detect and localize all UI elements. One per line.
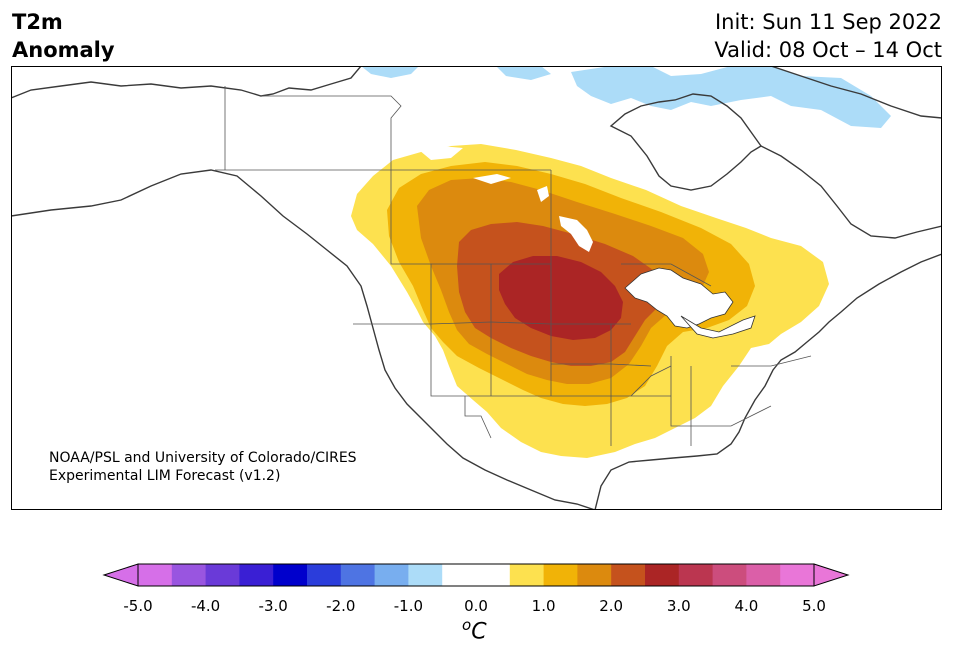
colorbar-segment (712, 564, 747, 586)
political-borders (215, 86, 812, 446)
lakes (419, 146, 756, 339)
coastlines (11, 66, 942, 510)
credit-line-1: NOAA/PSL and University of Colorado/CIRE… (49, 450, 357, 466)
colorbar-segment (138, 564, 173, 586)
colorbar-tick-label: 2.0 (599, 597, 624, 615)
colorbar-segment (273, 564, 308, 586)
colorbar-tick-label: 1.0 (531, 597, 556, 615)
colorbar-segment (408, 564, 443, 586)
colorbar-segment (780, 564, 815, 586)
colorbar-tick-label: 4.0 (734, 597, 759, 615)
colorbar (102, 563, 850, 587)
colorbar-segment (645, 564, 680, 586)
colorbar-tick-label: -1.0 (393, 597, 424, 615)
colorbar-segment (543, 564, 578, 586)
colorbar-tick-label: 3.0 (666, 597, 691, 615)
colorbar-under-arrow (102, 563, 139, 587)
colorbar-segment (611, 564, 646, 586)
colorbar-segment (239, 564, 274, 586)
colorbar-segment (509, 564, 544, 586)
colorbar-tick-label: 0.0 (464, 597, 488, 615)
map-title: T2m Anomaly (12, 8, 115, 64)
colorbar-segment (442, 564, 477, 586)
colorbar-tick-label: -5.0 (123, 597, 153, 615)
warm-anomaly-regions (351, 144, 829, 458)
title-line-1: T2m (12, 10, 63, 34)
title-line-2: Anomaly (12, 38, 115, 62)
colorbar-segment (746, 564, 781, 586)
init-date: Init: Sun 11 Sep 2022 (714, 10, 942, 34)
colorbar-segment (577, 564, 612, 586)
colorbar-segment (374, 564, 409, 586)
colorbar-tick-label: 5.0 (802, 597, 826, 615)
colorbar-segment (205, 564, 240, 586)
anomaly-contour-5 (499, 256, 623, 340)
valid-period: Valid: 08 Oct – 14 Oct (714, 38, 942, 62)
colorbar-tick-label: -4.0 (190, 597, 221, 615)
credit-text: NOAA/PSL and University of Colorado/CIRE… (49, 449, 357, 485)
colorbar-unit: oC (462, 616, 487, 644)
colorbar-segment (340, 564, 375, 586)
colorbar-segment (307, 564, 342, 586)
unit-celsius: C (471, 619, 487, 645)
colorbar-over-arrow (813, 563, 850, 587)
unit-degree-symbol: o (462, 616, 472, 634)
colorbar-segment (476, 564, 511, 586)
cold-anomaly-regions (361, 66, 891, 128)
credit-line-2: Experimental LIM Forecast (v1.2) (49, 468, 281, 484)
colorbar-tick-label: -3.0 (258, 597, 288, 615)
colorbar-segment (678, 564, 713, 586)
colorbar-segments (138, 564, 815, 586)
colorbar-tick-label: -2.0 (326, 597, 356, 615)
colorbar-segment (171, 564, 206, 586)
date-info: Init: Sun 11 Sep 2022 Valid: 08 Oct – 14… (714, 8, 942, 64)
anomaly-map (11, 66, 942, 510)
